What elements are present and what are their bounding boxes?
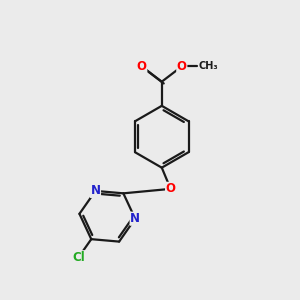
Text: CH₃: CH₃ xyxy=(199,61,218,71)
Text: O: O xyxy=(166,182,176,195)
Text: N: N xyxy=(130,212,140,225)
Text: O: O xyxy=(137,60,147,73)
Text: Cl: Cl xyxy=(72,251,85,264)
Text: N: N xyxy=(91,184,100,197)
Text: O: O xyxy=(177,60,187,73)
